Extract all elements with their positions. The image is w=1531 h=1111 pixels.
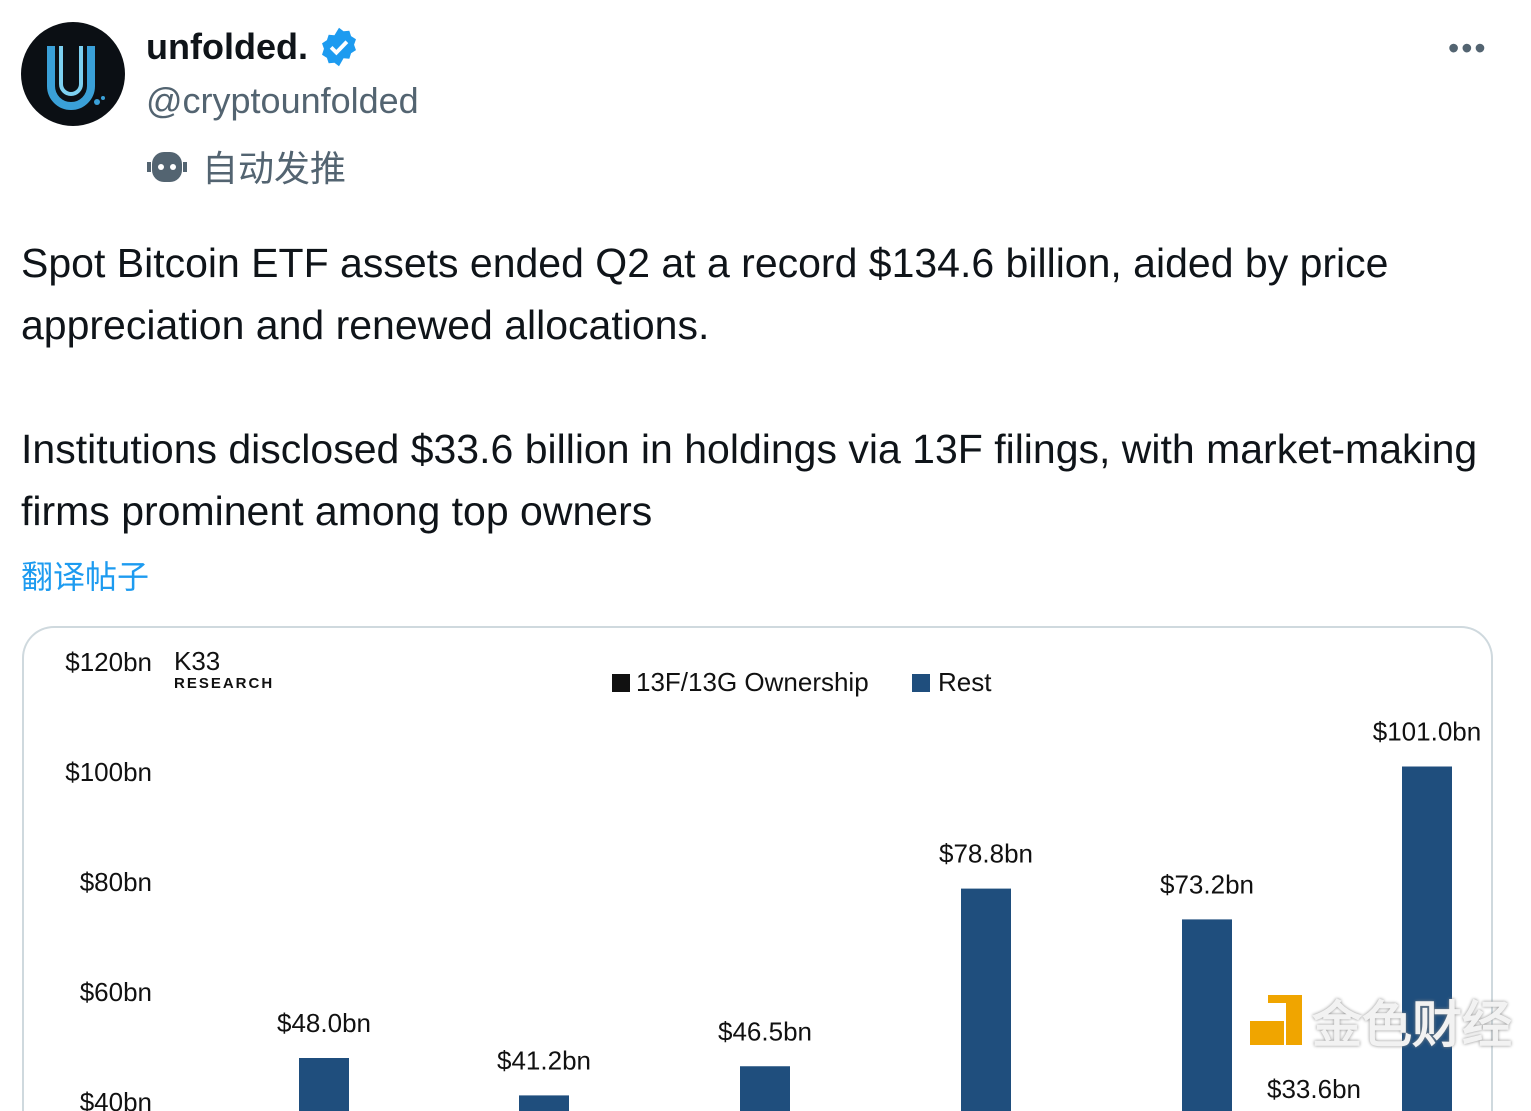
data-label: $46.5bn (718, 1016, 812, 1046)
avatar[interactable] (21, 22, 125, 126)
tweet-text: Spot Bitcoin ETF assets ended Q2 at a re… (21, 232, 1511, 542)
display-name[interactable]: unfolded. (146, 26, 360, 68)
data-label: $73.2bn (1160, 869, 1254, 899)
data-label: $33.6bn (1267, 1074, 1361, 1104)
brand-logo-subtext: RESEARCH (174, 675, 274, 692)
legend-label: Rest (938, 667, 992, 697)
brand-logo-text: K33 (174, 646, 220, 676)
data-label: $48.0bn (277, 1008, 371, 1038)
y-tick-label: $80bn (80, 867, 152, 897)
data-label: $78.8bn (939, 839, 1033, 869)
legend-swatch (912, 674, 930, 692)
chart-image[interactable]: $40bn $60bn $80bn $100bn $120bn K33 RESEARCH 13… (22, 626, 1493, 1111)
y-tick-label: $40bn (80, 1087, 152, 1111)
bar (519, 1095, 569, 1111)
jinse-logo-icon (1250, 995, 1302, 1045)
user-handle[interactable]: @cryptounfolded (146, 80, 419, 121)
y-tick-label: $60bn (80, 977, 152, 1007)
automated-label: 自动发推 (146, 140, 346, 192)
bar (1402, 766, 1452, 1111)
legend-swatch (612, 674, 630, 692)
translate-post-link[interactable]: 翻译帖子 (21, 559, 150, 595)
y-tick-label: $100bn (65, 757, 152, 787)
bar (299, 1058, 349, 1111)
tweet-paragraph: Institutions disclosed $33.6 billion in … (21, 426, 1478, 534)
y-tick-label: $120bn (65, 647, 152, 677)
legend-label: 13F/13G Ownership (636, 667, 869, 697)
more-options-button[interactable]: ••• (1448, 30, 1488, 66)
tweet-paragraph: Spot Bitcoin ETF assets ended Q2 at a re… (21, 240, 1389, 348)
unfolded-logo-icon (47, 46, 105, 110)
watermark: 金色财经 (1250, 985, 1512, 1057)
robot-icon (147, 152, 187, 182)
bar (961, 888, 1011, 1111)
verified-badge-icon (321, 27, 356, 67)
data-label: $41.2bn (497, 1045, 591, 1075)
bar (1182, 919, 1232, 1111)
data-label: $101.0bn (1373, 717, 1481, 747)
bar (740, 1066, 790, 1111)
